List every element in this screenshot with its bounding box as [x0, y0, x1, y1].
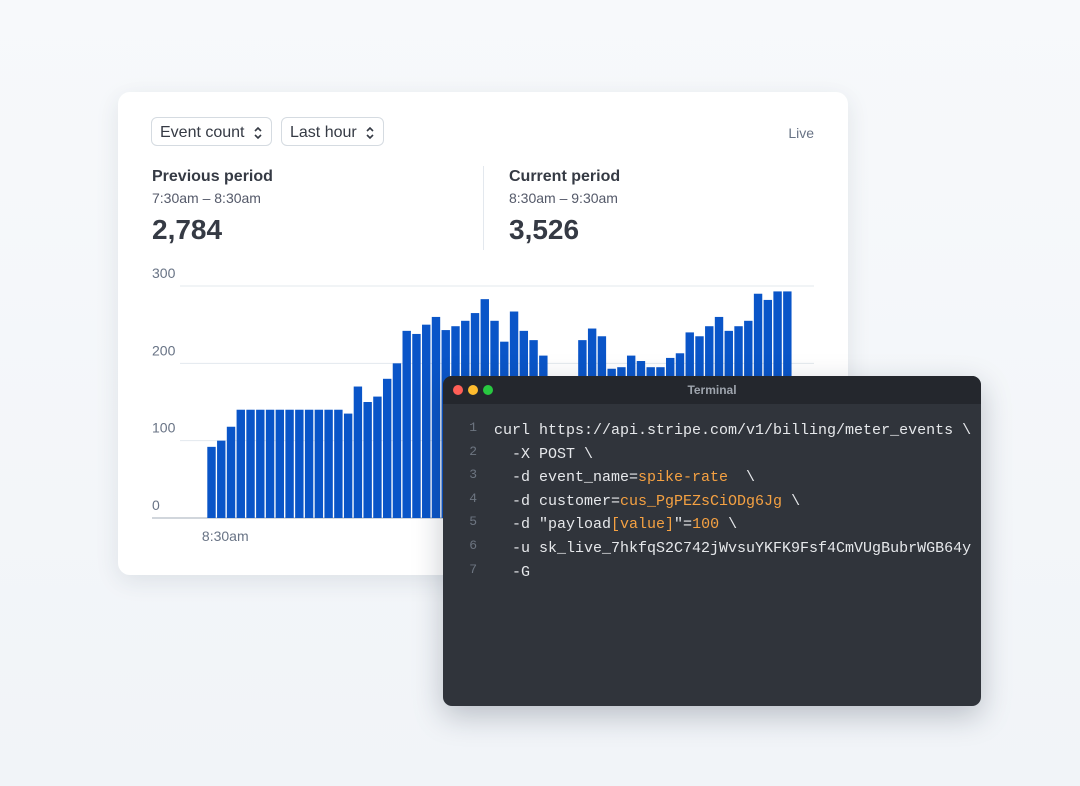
bar — [363, 402, 372, 518]
bar — [353, 386, 363, 518]
range-select[interactable]: Last hour — [281, 117, 384, 146]
stat-range: 8:30am – 9:30am — [509, 190, 618, 206]
y-tick-label: 0 — [152, 497, 160, 513]
bar — [324, 409, 333, 518]
bar — [236, 409, 245, 518]
bar — [392, 363, 402, 518]
bar — [334, 409, 343, 518]
bar — [265, 409, 275, 518]
select-label: Last hour — [290, 124, 357, 141]
y-tick-label: 200 — [152, 342, 176, 358]
chevrons — [253, 126, 262, 140]
bar — [217, 440, 226, 518]
bar — [431, 316, 441, 518]
line-number: 3 — [469, 467, 477, 483]
bar — [256, 409, 265, 518]
bar — [373, 396, 382, 518]
code-text: -u sk_live_7hkfqS2C742jWvsuYKFK9Fsf4CmVU… — [494, 540, 971, 557]
bar — [207, 446, 216, 518]
current-stat: Current period 8:30am – 9:30am 3,526 — [509, 168, 620, 246]
line-number: 7 — [469, 561, 477, 577]
metric-select[interactable]: Event count — [151, 117, 272, 146]
y-tick-label: 300 — [152, 265, 176, 281]
line-number: 6 — [469, 537, 477, 553]
code-token: cus_PgPEZsCiODg6Jg — [620, 492, 783, 510]
code-token: "= — [674, 516, 693, 534]
minimize-dot[interactable] — [468, 385, 478, 395]
code-text: -G — [494, 564, 530, 581]
code-text: curl https://api.stripe.com/v1/billing/m… — [494, 422, 971, 439]
line-number: 1 — [469, 420, 477, 435]
bar — [402, 330, 411, 518]
bar — [295, 409, 304, 518]
zoom-dot[interactable] — [483, 385, 493, 395]
code-text: -X POST \ — [494, 446, 593, 463]
code-text: -d "payload[value]"=100 \ — [494, 516, 737, 533]
bar — [412, 333, 421, 518]
code-token: \ — [728, 469, 756, 487]
code-token: -G — [494, 563, 531, 581]
stat-value: 3,526 — [509, 214, 580, 245]
bar — [275, 409, 285, 518]
line-number: 2 — [469, 443, 477, 459]
code-token: -d "payload — [494, 516, 612, 534]
terminal-window: Terminal 1 curl https://api.stripe.com/v1… — [443, 376, 981, 706]
code-token: -X POST \ — [494, 445, 594, 463]
code-token: [value] — [611, 516, 675, 534]
bar — [343, 413, 353, 518]
close-dot[interactable] — [453, 385, 463, 395]
code-token: -d customer= — [494, 492, 621, 510]
code-token: -d event_name= — [494, 469, 639, 487]
stat-value: 2,784 — [152, 214, 223, 245]
bar — [246, 409, 255, 518]
divider — [483, 166, 484, 250]
bar — [314, 409, 324, 518]
x-tick-label: 8:30am — [202, 528, 249, 544]
line-number: 5 — [469, 514, 477, 530]
previous-stat: Previous period 7:30am – 8:30am 2,784 — [152, 168, 273, 246]
terminal-title: Terminal — [687, 383, 737, 397]
code-token: spike-rate — [638, 469, 729, 487]
live-status: Live — [788, 125, 814, 141]
y-tick-label: 100 — [152, 420, 176, 436]
chevrons — [366, 126, 374, 140]
code-token: \ — [719, 516, 738, 534]
code-token: \ — [782, 492, 801, 510]
select-label: Event count — [160, 124, 245, 141]
code-text: -d event_name=spike-rate \ — [494, 469, 755, 486]
bar — [304, 409, 314, 518]
bar — [382, 378, 392, 518]
code-text: -d customer=cus_PgPEZsCiODg6Jg \ — [494, 493, 800, 510]
stat-label: Previous period — [152, 168, 273, 185]
terminal-header: Terminal — [443, 376, 981, 404]
bar — [226, 426, 236, 518]
stat-label: Current period — [509, 168, 621, 185]
line-number: 4 — [469, 490, 477, 506]
code-token: -u sk_live_7hkfqS2C742jWvsuYKFK9Fsf4CmVU… — [494, 539, 972, 557]
stat-range: 7:30am – 8:30am — [152, 190, 261, 206]
code-token: curl https://api.stripe.com/v1/billing/m… — [494, 422, 972, 439]
code-token: 100 — [692, 516, 720, 534]
bar — [422, 324, 431, 518]
bar — [285, 409, 294, 518]
